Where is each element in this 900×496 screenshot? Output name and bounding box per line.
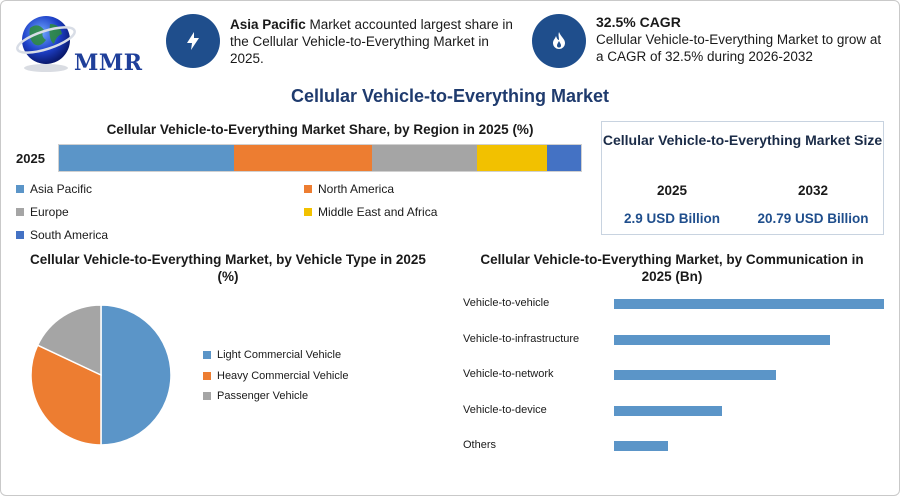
cagr-title: 32.5% CAGR bbox=[596, 14, 681, 30]
main-title: Cellular Vehicle-to-Everything Market bbox=[290, 86, 610, 106]
bar-label-others: Others bbox=[463, 439, 497, 451]
globe-icon bbox=[16, 16, 76, 72]
legend-label: South America bbox=[30, 228, 109, 242]
legend-swatch bbox=[203, 351, 211, 359]
bar-label-vehicle-to-vehicle: Vehicle-to-vehicle bbox=[463, 297, 550, 309]
region-highlight-bold: Asia Pacific bbox=[230, 17, 306, 32]
stack-segment-asia-pacific bbox=[59, 145, 234, 171]
bar-vehicle-to-vehicle bbox=[614, 299, 884, 309]
region-chart-title: Cellular Vehicle-to-Everything Market Sh… bbox=[106, 122, 534, 137]
comm-chart-title: Cellular Vehicle-to-Everything Market, b… bbox=[480, 252, 864, 284]
bar-label-vehicle-to-network: Vehicle-to-network bbox=[463, 368, 554, 380]
legend-middle-east-africa: Middle East and Africa bbox=[304, 205, 437, 219]
region-highlight-text: Market accounted largest share in the Ce… bbox=[230, 17, 513, 66]
legend-swatch bbox=[304, 208, 312, 216]
legend-label: Heavy Commercial Vehicle bbox=[217, 370, 349, 382]
legend-swatch bbox=[304, 185, 312, 193]
pie-slice-heavy-commercial-vehicle bbox=[30, 344, 102, 446]
bar-vehicle-to-infrastructure bbox=[614, 335, 830, 345]
bar-vehicle-to-network bbox=[614, 370, 776, 380]
pie-legend-light-commercial: Light Commercial Vehicle bbox=[203, 349, 341, 361]
logo-text: MMR bbox=[74, 50, 143, 76]
vehicle-chart-title: Cellular Vehicle-to-Everything Market, b… bbox=[30, 252, 426, 284]
market-size-box: Cellular Vehicle-to-Everything Market Si… bbox=[601, 121, 884, 235]
lightning-icon bbox=[166, 14, 220, 68]
legend-south-america: South America bbox=[16, 228, 108, 242]
bar-label-vehicle-to-infrastructure: Vehicle-to-infrastructure bbox=[463, 333, 580, 345]
cagr-text: Cellular Vehicle-to-Everything Market to… bbox=[596, 32, 882, 64]
market-size-title: Cellular Vehicle-to-Everything Market Si… bbox=[602, 132, 883, 148]
legend-asia-pacific: Asia Pacific bbox=[16, 182, 92, 196]
cagr-highlight: 32.5% CAGR Cellular Vehicle-to-Everythin… bbox=[596, 14, 892, 65]
legend-swatch bbox=[16, 208, 24, 216]
legend-label: North America bbox=[318, 182, 395, 196]
legend-swatch bbox=[16, 185, 24, 193]
pie-legend-passenger: Passenger Vehicle bbox=[203, 390, 308, 402]
mmr-logo: MMR bbox=[12, 10, 152, 80]
stack-segment-europe bbox=[372, 145, 477, 171]
legend-label: Europe bbox=[30, 205, 69, 219]
bar-vehicle-to-device bbox=[614, 406, 722, 416]
region-highlight: Asia Pacific Market accounted largest sh… bbox=[230, 16, 522, 67]
size-year-2025: 2025 bbox=[656, 183, 688, 198]
legend-label: Passenger Vehicle bbox=[217, 390, 309, 402]
legend-label: Middle East and Africa bbox=[318, 205, 438, 219]
flame-icon bbox=[532, 14, 586, 68]
size-value-2032: 20.79 USD Billion bbox=[757, 211, 869, 226]
stack-segment-south-america bbox=[547, 145, 581, 171]
pie-slice-light-commercial-vehicle bbox=[100, 304, 172, 446]
vehicle-pie-chart bbox=[30, 304, 172, 446]
legend-swatch bbox=[203, 372, 211, 380]
bar-others bbox=[614, 441, 668, 451]
stack-segment-middle-east-and-africa bbox=[476, 145, 548, 171]
legend-swatch bbox=[16, 231, 24, 239]
legend-label: Light Commercial Vehicle bbox=[217, 349, 342, 361]
region-stacked-bar bbox=[58, 144, 582, 172]
legend-swatch bbox=[203, 392, 211, 400]
pie-slice-passenger-vehicle bbox=[36, 304, 102, 377]
legend-north-america: North America bbox=[304, 182, 394, 196]
pie-legend-heavy-commercial: Heavy Commercial Vehicle bbox=[203, 370, 348, 382]
legend-europe: Europe bbox=[16, 205, 69, 219]
stack-year-label: 2025 bbox=[16, 151, 45, 166]
size-value-2025: 2.9 USD Billion bbox=[623, 211, 721, 226]
bar-label-vehicle-to-device: Vehicle-to-device bbox=[463, 404, 547, 416]
size-year-2032: 2032 bbox=[797, 183, 829, 198]
stack-segment-north-america bbox=[233, 145, 373, 171]
legend-label: Asia Pacific bbox=[30, 182, 93, 196]
